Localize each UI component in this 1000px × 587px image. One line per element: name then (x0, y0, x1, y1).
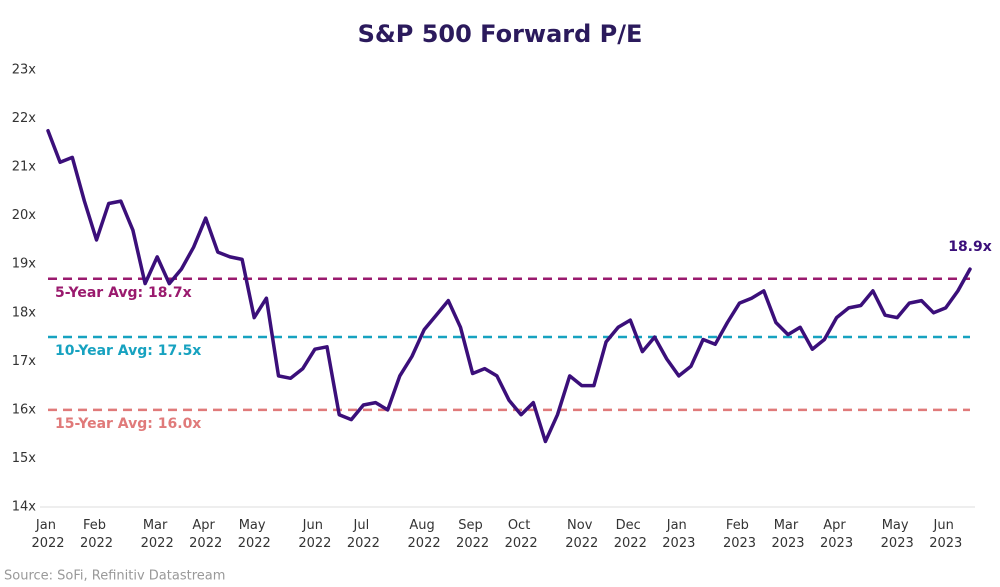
x-tick-label: Mar 2023 (771, 518, 804, 551)
x-tick-month: Jun (933, 518, 958, 533)
x-tick-label: Apr 2022 (189, 518, 222, 551)
x-tick-year: 2022 (298, 536, 331, 551)
x-tick-label: Jun 2023 (929, 518, 962, 551)
x-tick-year: 2022 (408, 536, 441, 551)
y-tick-label: 22x (12, 111, 37, 126)
x-tick-year: 2022 (189, 536, 222, 551)
x-tick-year: 2022 (565, 536, 598, 551)
value-label: 18.9x (948, 239, 992, 255)
y-tick-label: 14x (12, 500, 37, 515)
x-tick-label: Dec 2022 (614, 518, 647, 551)
reference-label: 15-Year Avg: 16.0x (55, 416, 201, 432)
x-tick-year: 2022 (347, 536, 380, 551)
reference-label: 5-Year Avg: 18.7x (55, 285, 192, 301)
x-tick-label: Oct 2022 (505, 518, 538, 551)
x-tick-label: Mar 2022 (141, 518, 174, 551)
x-tick-month: Mar (143, 518, 172, 533)
x-tick-month: May (882, 518, 913, 533)
x-tick-month: Aug (409, 518, 439, 533)
x-tick-label: Nov 2022 (565, 518, 598, 551)
x-tick-label: Jun 2022 (298, 518, 331, 551)
y-tick-label: 21x (12, 160, 37, 175)
y-tick-label: 15x (12, 451, 37, 466)
y-tick-label: 19x (12, 257, 37, 272)
x-tick-label: Feb 2023 (723, 518, 756, 551)
x-tick-year: 2022 (31, 536, 64, 551)
x-tick-month: Feb (726, 518, 753, 533)
x-tick-label: Feb 2022 (80, 518, 113, 551)
x-tick-year: 2023 (881, 536, 914, 551)
x-tick-year: 2023 (771, 536, 804, 551)
x-tick-month: Jan (35, 518, 60, 533)
data-line (46, 128, 972, 444)
x-tick-month: Dec (616, 518, 645, 533)
y-tick-label: 18x (12, 305, 37, 320)
x-tick-month: Jan (666, 518, 691, 533)
x-tick-year: 2022 (614, 536, 647, 551)
x-tick-year: 2023 (662, 536, 695, 551)
x-tick-month: Oct (508, 518, 535, 533)
x-tick-year: 2022 (238, 536, 271, 551)
y-tick-label: 23x (12, 63, 37, 78)
x-tick-year: 2022 (141, 536, 174, 551)
x-tick-label: May 2023 (881, 518, 914, 551)
x-tick-label: May 2022 (238, 518, 271, 551)
x-tick-month: Jun (302, 518, 327, 533)
x-tick-label: Jul 2022 (347, 518, 380, 551)
x-tick-year: 2023 (929, 536, 962, 551)
x-tick-month: Apr (192, 518, 219, 533)
x-tick-year: 2022 (456, 536, 489, 551)
x-tick-year: 2023 (820, 536, 853, 551)
x-tick-month: Feb (83, 518, 110, 533)
x-tick-label: Aug 2022 (408, 518, 441, 551)
chart-title: S&P 500 Forward P/E (358, 20, 643, 48)
x-tick-label: Apr 2023 (820, 518, 853, 551)
x-tick-year: 2022 (80, 536, 113, 551)
x-tick-month: Jul (353, 518, 374, 533)
x-tick-month: Sep (458, 518, 487, 533)
x-tick-month: Apr (823, 518, 850, 533)
x-tick-month: Nov (567, 518, 597, 533)
x-tick-label: Jan 2022 (31, 518, 64, 551)
x-tick-label: Sep 2022 (456, 518, 489, 551)
source-note: Source: SoFi, Refinitiv Datastream (4, 569, 225, 584)
x-tick-month: Mar (774, 518, 803, 533)
x-tick-year: 2022 (505, 536, 538, 551)
y-tick-label: 20x (12, 208, 37, 223)
y-tick-label: 17x (12, 354, 37, 369)
x-tick-month: May (239, 518, 270, 533)
x-tick-label: Jan 2023 (662, 518, 695, 551)
y-tick-label: 16x (12, 402, 37, 417)
x-tick-year: 2023 (723, 536, 756, 551)
reference-label: 10-Year Avg: 17.5x (55, 343, 201, 359)
